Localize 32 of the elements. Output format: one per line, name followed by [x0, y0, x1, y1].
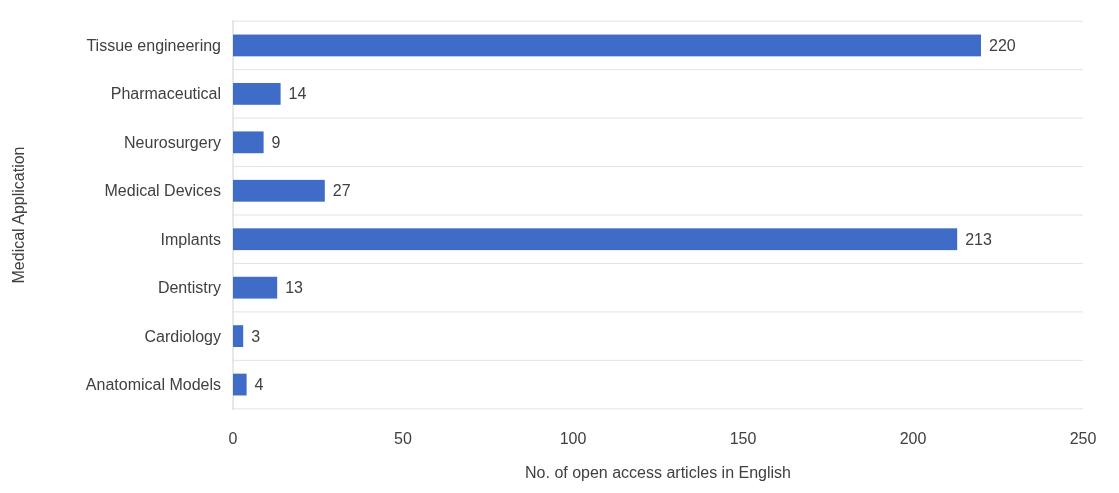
bar — [233, 228, 958, 251]
bar — [233, 34, 981, 57]
x-tick-label: 200 — [899, 430, 927, 447]
data-label: 27 — [332, 182, 351, 200]
y-tick-label: Tissue engineering — [86, 37, 221, 55]
bar — [233, 276, 278, 299]
data-label: 213 — [965, 230, 992, 248]
y-axis-title: Medical Application — [10, 146, 27, 284]
bar — [233, 82, 281, 105]
data-label: 9 — [271, 133, 281, 151]
y-tick-label: Cardiology — [144, 327, 221, 345]
y-tick-label: Anatomical Models — [85, 376, 221, 394]
x-tick-label: 50 — [394, 430, 412, 447]
x-tick-label: 100 — [559, 430, 587, 447]
bar — [233, 179, 325, 202]
y-tick-label: Pharmaceutical — [110, 85, 221, 103]
y-tick-label: Dentistry — [157, 279, 221, 297]
x-tick-label: 0 — [228, 430, 238, 447]
data-label: 3 — [251, 327, 261, 345]
x-tick-label: 150 — [729, 430, 757, 447]
data-label: 14 — [288, 85, 307, 103]
x-axis-title: No. of open access articles in English — [525, 464, 791, 481]
data-label: 4 — [254, 376, 264, 394]
y-tick-label: Neurosurgery — [124, 133, 221, 151]
y-tick-label: Medical Devices — [104, 182, 221, 200]
data-label: 220 — [989, 37, 1016, 55]
y-tick-label: Implants — [160, 230, 221, 248]
bar — [233, 373, 247, 396]
x-tick-label: 250 — [1069, 430, 1097, 447]
bar — [233, 131, 264, 154]
data-label: 13 — [285, 279, 304, 297]
bar — [233, 325, 244, 348]
